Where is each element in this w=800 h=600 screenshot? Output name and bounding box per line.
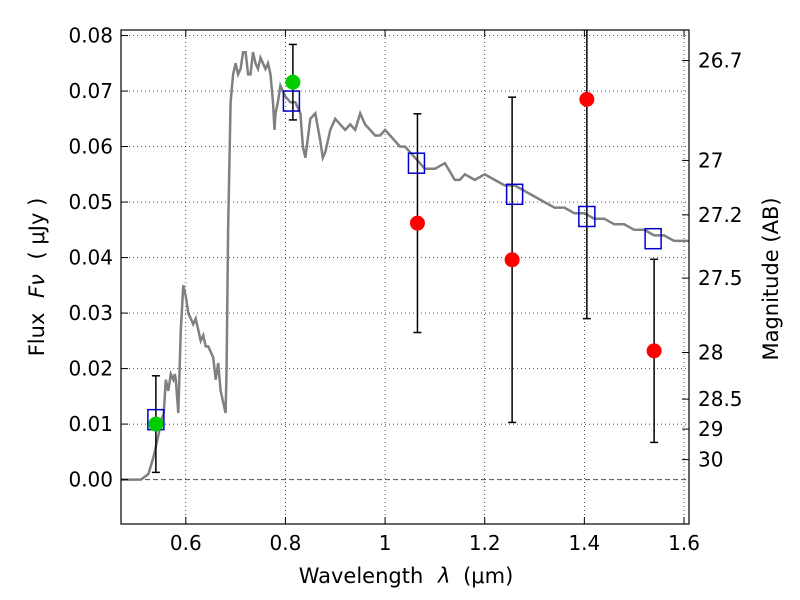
plot-frame [120,29,690,525]
mag-tick-label: 27 [698,148,723,172]
model-square [407,152,426,174]
mag-tick-label: 27.2 [698,203,743,227]
y-tick-label: 0.08 [68,24,113,48]
photometry-points [148,74,662,432]
x-tick-label: 1.2 [469,531,501,555]
y-tick-label: 0.03 [68,301,113,325]
x-tick-label: 1.6 [668,531,700,555]
y-tick-label: 0.05 [68,190,113,214]
red-point [646,343,662,359]
x-tick-label: 0.8 [270,531,302,555]
y-tick-label: 0.07 [68,79,113,103]
red-point [504,252,520,268]
x-tick-label: 1.4 [568,531,600,555]
mag-tick-label: 28.5 [698,387,743,411]
x-tick-label: 0.6 [170,531,202,555]
green-point [285,74,301,90]
mag-tick-label: 30 [698,448,723,472]
red-point [579,91,595,107]
x-axis-label: Wavelength λ (μm) [299,564,514,588]
mag-tick-label: 28 [698,340,723,364]
model-square [505,183,524,206]
y-tick-label: 0.06 [68,135,113,159]
magnitude-axis-ticks: 26.7 27 27.2 27.5 28 28.5 29 30 [682,49,743,472]
y-tick-label: 0.04 [68,246,113,270]
green-point [148,416,164,432]
y-tick-label: 0.01 [68,412,113,436]
y-tick-label: 0.02 [68,357,113,381]
red-point [409,215,425,231]
x-tick-label: 1 [379,531,392,555]
y-tick-label: 0.00 [68,468,113,492]
y-axis-ticks: 0.00 0.01 0.02 0.03 0.04 0.05 0.06 0.07 0.08 [68,24,128,492]
y-axis-label: Flux Fν ( μJy ) [25,198,49,357]
magnitude-axis-label: Magnitude (AB) [759,197,783,360]
grid-lines [121,30,689,524]
x-axis-ticks: 0.6 0.8 1 1.2 1.4 1.6 [170,30,700,555]
sed-model-line [121,50,689,481]
model-square [644,227,662,250]
model-square [578,205,596,228]
model-square [282,90,301,112]
mag-tick-label: 26.7 [698,49,743,73]
mag-tick-label: 29 [698,417,723,441]
mag-tick-label: 27.5 [698,266,743,290]
